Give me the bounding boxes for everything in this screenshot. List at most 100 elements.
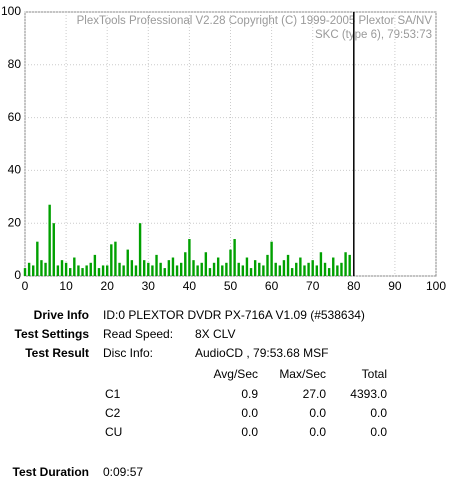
bar [340, 262, 343, 276]
bar [192, 260, 195, 276]
bar [126, 249, 129, 276]
x-tick-label: 70 [306, 279, 320, 293]
x-tick-label: 50 [224, 279, 238, 293]
bar [204, 252, 208, 276]
bar [262, 265, 265, 276]
bar [32, 265, 35, 276]
x-tick-label: 20 [101, 279, 115, 293]
bar [179, 262, 183, 276]
table-cell: 0.9 [241, 387, 258, 401]
bar [200, 262, 203, 276]
bar [36, 241, 39, 276]
bar [138, 223, 142, 276]
bar [184, 252, 187, 276]
x-tick-label: 100 [426, 279, 446, 293]
bar [167, 260, 171, 276]
table-cell: 4393.0 [350, 387, 387, 401]
bar [56, 265, 60, 276]
label: Test Result [25, 346, 89, 360]
y-tick-label: 20 [8, 215, 22, 229]
bar [171, 257, 175, 276]
bar [311, 260, 314, 276]
bar [101, 265, 105, 276]
key: Read Speed: [103, 327, 173, 341]
bar [159, 262, 162, 276]
bar [188, 239, 191, 276]
label: Test Settings [15, 327, 90, 341]
bar [290, 268, 294, 276]
bar [208, 268, 212, 276]
bar [134, 265, 138, 276]
bar [332, 257, 335, 276]
bar [299, 257, 302, 276]
table-header: Total [362, 367, 387, 381]
bar [249, 268, 253, 276]
table-cell: 0.0 [370, 406, 387, 420]
bar [233, 239, 236, 276]
bar [323, 262, 327, 276]
x-tick-label: 0 [22, 279, 29, 293]
bar [258, 262, 261, 276]
y-tick-label: 40 [8, 163, 22, 177]
bar [130, 260, 134, 276]
annotation: PlexTools Professional V2.28 Copyright (… [77, 15, 433, 27]
bar [64, 262, 68, 276]
table-cell: 0.0 [370, 425, 387, 439]
bar [114, 241, 117, 276]
table-cell: 0.0 [241, 406, 258, 420]
value: ID:0 PLEXTOR DVDR PX-716A V1.09 (#538634… [103, 308, 365, 322]
bar [270, 241, 273, 276]
key: Disc Info: [103, 346, 153, 360]
bar [110, 244, 113, 276]
bar [286, 254, 290, 276]
bar [212, 262, 216, 276]
x-tick-label: 80 [347, 279, 361, 293]
bar [48, 204, 51, 276]
bar [295, 262, 298, 276]
bar [245, 257, 249, 276]
result-table: Avg/Sec Max/Sec Total C1 0.9 27.0 4393.0 C2 0.0 0… [105, 367, 387, 439]
bar [81, 268, 84, 276]
bar [319, 252, 323, 276]
x-tick-label: 40 [183, 279, 197, 293]
bar [85, 265, 88, 276]
y-tick-label: 0 [14, 268, 21, 282]
bar [89, 262, 92, 276]
table-cell: 0.0 [241, 425, 258, 439]
value: 8X CLV [195, 327, 235, 341]
bar [155, 254, 158, 276]
bar [336, 265, 339, 276]
bar [142, 260, 146, 276]
bar [77, 265, 80, 276]
bar [327, 268, 331, 276]
bar [344, 252, 347, 276]
table-header: Max/Sec [279, 367, 326, 381]
bar [229, 249, 232, 276]
value: 0:09:57 [103, 465, 143, 479]
bar [40, 260, 43, 276]
x-tick-label: 30 [142, 279, 156, 293]
bar [147, 262, 150, 276]
x-tick-label: 90 [388, 279, 402, 293]
bar [237, 262, 240, 276]
bar [106, 265, 109, 276]
bar [282, 260, 286, 276]
bar [27, 262, 31, 276]
row-label: C1 [105, 387, 121, 401]
bar [266, 254, 269, 276]
y-tick-label: 80 [8, 57, 22, 71]
bar [196, 265, 199, 276]
y-tick-label: 60 [8, 110, 22, 124]
bar [60, 260, 64, 276]
bar [163, 268, 166, 276]
table-cell: 0.0 [309, 406, 326, 420]
bar [303, 265, 306, 276]
bar [307, 262, 310, 276]
table-cell: 27.0 [303, 387, 327, 401]
bar [93, 254, 97, 276]
bar [73, 257, 76, 276]
x-tick-label: 10 [59, 279, 73, 293]
annotation: SKC (type 6), 79:53:73 [315, 29, 432, 41]
table-header: Avg/Sec [214, 367, 258, 381]
